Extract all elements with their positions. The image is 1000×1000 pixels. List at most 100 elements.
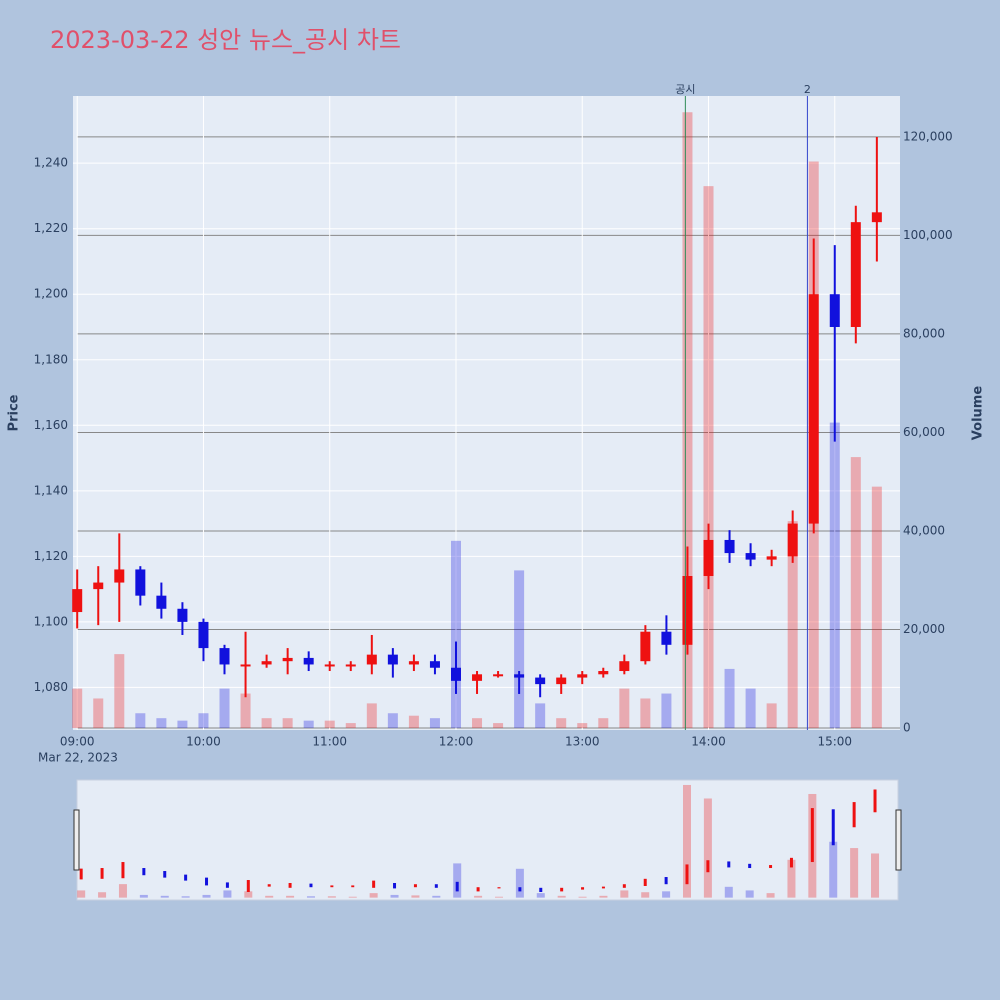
volume-bar (682, 112, 693, 729)
slider-volume-bar (599, 895, 608, 898)
y-tick-label: 1,100 (34, 614, 68, 628)
slider-volume-bar (515, 868, 524, 898)
slider-volume-bar (578, 896, 587, 898)
candle-body (850, 222, 861, 327)
slider-volume-bar (453, 863, 462, 898)
candle-body (72, 589, 83, 613)
slider-volume-bar (829, 841, 838, 898)
slider-volume-bar (390, 894, 399, 898)
volume-bar (556, 718, 567, 729)
y-tick-label: 1,140 (34, 483, 68, 497)
candle-body (261, 661, 272, 665)
candle-body (198, 621, 209, 649)
candle-body (93, 582, 104, 590)
slider-volume-bar (202, 894, 211, 898)
slider-volume-bar (327, 896, 336, 898)
y-tick-label: 1,120 (34, 549, 68, 563)
candle-body (282, 657, 293, 662)
slider-volume-bar (265, 895, 274, 898)
slider-volume-bar (494, 896, 503, 898)
candle-body (156, 595, 167, 609)
candle-body (766, 556, 777, 560)
slider-volume-bar (766, 893, 775, 898)
volume-bar (472, 718, 483, 729)
candle-body (472, 674, 483, 681)
volume-bar (871, 486, 882, 729)
candle-body (345, 664, 356, 667)
candle-body (535, 677, 546, 685)
volume-bar (387, 713, 398, 729)
plot-area (73, 96, 900, 730)
chart-title: 2023-03-22 성안 뉴스_공시 차트 (50, 26, 401, 54)
y-axis-title: Price (7, 394, 22, 431)
slider-volume-bar (787, 859, 796, 898)
volume-bar (724, 668, 735, 729)
candle-body (408, 661, 419, 665)
volume-bar (429, 718, 440, 729)
y-tick-label: 1,180 (34, 352, 68, 366)
volume-bar (703, 186, 714, 729)
event-label: 공시 (675, 83, 695, 96)
slider-volume-bar (181, 896, 190, 898)
candle-body (661, 631, 672, 645)
y-tick-label: 1,080 (34, 680, 68, 694)
x-tick-label: 10:00 (186, 735, 221, 749)
range-slider[interactable] (76, 779, 899, 901)
y2-tick-label: 80,000 (903, 326, 945, 340)
candle-body (303, 657, 314, 665)
candle-body (640, 631, 651, 662)
candle-body (450, 667, 461, 681)
candle-body (682, 576, 693, 645)
slider-volume-bar (557, 895, 566, 898)
x-tick-label: 11:00 (312, 735, 347, 749)
candle-body (366, 654, 377, 665)
slider-volume-bar (306, 896, 315, 898)
slider-volume-bar (850, 848, 859, 898)
volume-bar (219, 688, 230, 729)
y-tick-label: 1,200 (34, 287, 68, 301)
volume-bar (324, 720, 335, 729)
candle-body (429, 661, 440, 668)
slider-volume-bar (118, 884, 127, 898)
range-handle[interactable] (895, 809, 902, 871)
candle-body (219, 648, 230, 665)
slider-volume-bar (536, 893, 545, 898)
candle-body (514, 674, 525, 678)
candle-body (745, 553, 756, 560)
slider-volume-bar (77, 890, 86, 898)
volume-bar (766, 703, 777, 729)
y2-tick-label: 60,000 (903, 425, 945, 439)
candle-body (240, 664, 251, 667)
y2-tick-label: 100,000 (903, 228, 953, 242)
candle-body (703, 539, 714, 577)
slider-volume-bar (139, 894, 148, 898)
volume-bar (135, 713, 146, 729)
candle-body (324, 664, 335, 667)
slider-volume-bar (348, 896, 357, 898)
candle-body (577, 674, 588, 678)
x-tick-label: 15:00 (817, 735, 852, 749)
slider-volume-bar (223, 890, 232, 898)
volume-bar (598, 718, 609, 729)
candle-body (493, 674, 504, 677)
volume-bar (282, 718, 293, 729)
slider-volume-bar (745, 890, 754, 898)
volume-bar (829, 422, 840, 729)
candle-body (598, 671, 609, 675)
volume-bar (577, 723, 588, 729)
candle-body (135, 569, 146, 596)
slider-volume-bar (683, 784, 692, 898)
volume-bar (261, 718, 272, 729)
volume-bar (408, 715, 419, 729)
y2-tick-label: 0 (903, 721, 911, 735)
volume-bar (493, 723, 504, 729)
volume-bar (114, 654, 125, 729)
y2-axis-title: Volume (971, 386, 986, 441)
y-tick-label: 1,220 (34, 221, 68, 235)
range-handle[interactable] (73, 809, 80, 871)
x-tick-label: 13:00 (565, 735, 600, 749)
volume-bar (93, 698, 104, 729)
x-date-label: Mar 22, 2023 (38, 751, 118, 765)
volume-bar (619, 688, 630, 729)
